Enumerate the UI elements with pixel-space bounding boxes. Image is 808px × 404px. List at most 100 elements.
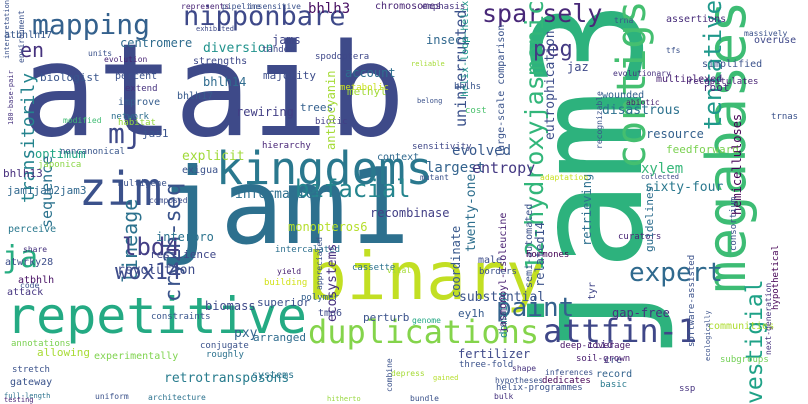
word-extend: extend: [125, 84, 158, 94]
word-insect: insect: [426, 33, 470, 47]
word-gap-free: gap-free: [612, 306, 670, 320]
word-basic: basic: [600, 380, 628, 390]
word-bhlh3: bhlh3: [308, 1, 351, 17]
word-nipponbare: nipponbare: [183, 1, 346, 32]
word-sixty-four: sixty-four: [645, 180, 724, 195]
word-software-assisted: software-assisted: [687, 254, 697, 347]
word-evolved: evolved: [452, 143, 512, 159]
word-recognizable: recognizable: [595, 91, 604, 149]
word-building: building: [264, 278, 308, 288]
word-systems: systems: [252, 370, 295, 381]
word-perceive: perceive: [8, 224, 57, 235]
word-yield: yield: [277, 267, 302, 276]
word-feedforward: feedforward: [666, 143, 739, 156]
word-units: units: [88, 49, 113, 58]
word-evolution: evolution: [104, 55, 148, 64]
word-uniform: uniform: [95, 392, 129, 401]
word-anthocyanin: anthocyanin: [324, 70, 338, 150]
word-consortium: consortium: [729, 196, 739, 251]
word-kingdoms: kingdoms: [216, 142, 433, 195]
word-ecosystems: ecosystems: [325, 243, 340, 322]
word-retrotransposons: retrotransposons: [164, 371, 290, 386]
word-atbhlh17: atbhlh17: [4, 30, 53, 41]
word-trna: trna: [614, 16, 634, 25]
word-bhlh14: bhlh14: [203, 75, 247, 89]
word-communities: communities: [708, 321, 775, 332]
word-code: code: [20, 281, 40, 290]
word-ataib: ataib: [20, 17, 406, 166]
word-deep-coverage: deep-coverage: [560, 341, 631, 351]
word-binary: binary: [307, 238, 546, 315]
word-wox14: wox14: [115, 260, 182, 285]
word-share: share: [23, 245, 48, 254]
word-ja: ja: [2, 240, 39, 275]
word-appreciated: appreciated: [315, 237, 324, 290]
word-jam1: jam1: [157, 146, 410, 268]
word-en: en: [20, 38, 45, 62]
word-bhlhs: bhlhs: [454, 82, 482, 92]
word-biotic: biotic: [315, 117, 348, 127]
word-spodoptera: spodoptera: [315, 52, 370, 62]
word-revolution: revolution: [117, 263, 196, 278]
word-reliable: reliable: [411, 60, 445, 68]
word-emphasis: emphasis: [422, 2, 466, 12]
word-180-base-pair: 180-base-pair: [7, 70, 15, 125]
word-centromere: centromere: [120, 36, 193, 50]
word-peg: peg: [533, 37, 573, 62]
word-diversion: diversion: [203, 41, 274, 56]
word-dedicates: dedicates: [542, 376, 591, 386]
word-superior: superior: [257, 296, 310, 309]
word-jaz: jaz: [567, 60, 589, 74]
word-attack: attack: [7, 287, 44, 298]
word-mj: mj: [108, 117, 142, 150]
word-jams: jams: [272, 33, 301, 47]
word-optimum: optimum: [35, 147, 86, 161]
word-duplications: duplications: [308, 313, 540, 351]
word-subgroups: subgroups: [720, 355, 769, 365]
word-interpretation: interpretation: [3, 0, 11, 60]
word-curators: curators: [618, 232, 662, 242]
word-conjugate: conjugate: [200, 341, 249, 351]
word-twenty-one: twenty-one: [464, 173, 479, 252]
word-strengths: strengths: [193, 56, 248, 67]
word-architecture: architecture: [148, 393, 206, 402]
word-biologist: biologist: [40, 71, 100, 84]
word-coordinate: coordinate: [449, 225, 463, 298]
word-pipeline: pipeline: [222, 2, 261, 11]
word-multigene: multigene: [118, 179, 167, 189]
word-tfs: tfs: [666, 46, 681, 55]
word-cassette: cassette: [352, 263, 396, 273]
word-sparsely: sparsely: [482, 0, 603, 28]
word-testing: testing: [4, 396, 34, 404]
word-evolutionary: evolutionary: [613, 69, 671, 78]
word-attfin-1: attfin-1: [543, 312, 698, 350]
word-insensitive: insensitive: [248, 2, 301, 11]
word-informatics: informatics: [235, 187, 322, 202]
word-arranged: arranged: [253, 331, 306, 344]
word-trnas: trnas: [771, 112, 799, 122]
word-bulk: bulk: [494, 392, 514, 401]
word-jasmonoyl-isoleucine: jasmonoyl-isoleucine: [498, 212, 509, 333]
word-wounded: wounded: [602, 90, 645, 101]
word-fertilizer: fertilizer: [458, 347, 531, 361]
word-zim: zim: [79, 162, 163, 216]
word-borders: borders: [479, 267, 517, 277]
word-monopteros6: monopteros6: [288, 220, 368, 234]
word-allowing: allowing: [37, 346, 90, 359]
word-methyl: methyl: [347, 85, 387, 98]
word-roughly: roughly: [206, 350, 244, 360]
word-disastrous: disastrous: [602, 103, 681, 118]
word-stretch: stretch: [12, 365, 50, 375]
word-record: record: [596, 369, 633, 380]
word-retrieving: retrieving: [580, 173, 594, 246]
word-male: male: [478, 255, 503, 266]
word-rewiring: rewiring: [236, 105, 294, 119]
word-helix-programmes: helix-programmes: [496, 383, 583, 393]
word-overuse: overuse: [754, 35, 797, 46]
word-genome: genome: [412, 316, 441, 325]
word-bundle: bundle: [410, 394, 439, 403]
word-tyr: tyr: [587, 281, 598, 300]
word-mapping: mapping: [32, 8, 151, 41]
word-pxy: pxy: [234, 326, 258, 341]
word-habitat: habitat: [118, 118, 156, 128]
